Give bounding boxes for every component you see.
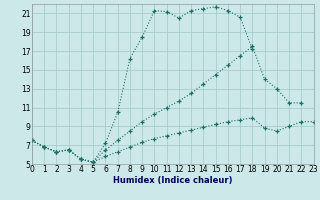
X-axis label: Humidex (Indice chaleur): Humidex (Indice chaleur) [113,176,233,185]
